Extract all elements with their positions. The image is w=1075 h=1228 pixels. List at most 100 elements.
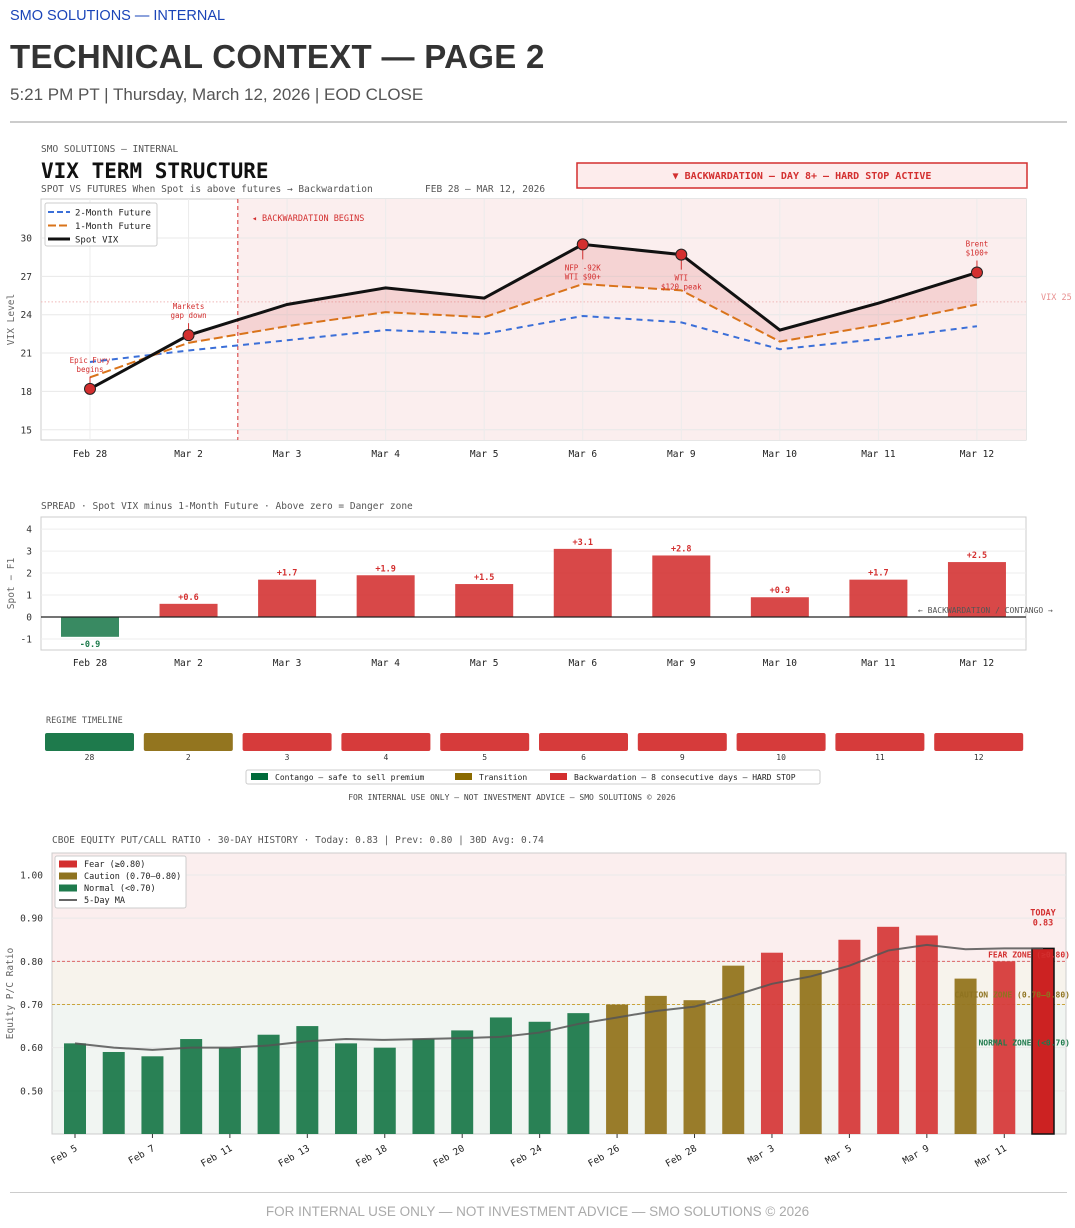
x-tick-label: Feb 28: [73, 658, 108, 669]
spread-bar: [455, 584, 514, 618]
regime-cell: [637, 733, 727, 751]
spread-bar: [553, 548, 612, 618]
y-tick-label: 27: [21, 272, 32, 283]
y-tick-label: -1: [21, 635, 33, 646]
alert-banner: [576, 162, 1028, 189]
y-tick-label: 0.60: [20, 1043, 43, 1054]
y-tick-label: 21: [21, 349, 33, 360]
bar-value-label: +2.8: [671, 544, 691, 554]
vix-date-range: FEB 28 — MAR 12, 2026: [425, 184, 545, 195]
annotation-text: Epic Fury: [70, 356, 111, 365]
pc-bar: [567, 1013, 590, 1134]
event-marker: [182, 329, 195, 342]
regime-cell: [440, 733, 530, 751]
zero-note: ← BACKWARDATION / CONTANGO →: [918, 606, 1053, 615]
regime-note: FOR INTERNAL USE ONLY — NOT INVESTMENT A…: [348, 793, 676, 802]
annotation-text: begins: [76, 365, 103, 374]
bar-value-label: +2.5: [967, 551, 987, 561]
y-tick-label: 24: [21, 310, 33, 321]
legend-swatch: [550, 773, 567, 780]
legend-swatch: [59, 860, 77, 868]
regime-title: REGIME TIMELINE: [46, 716, 123, 726]
bar-value-label: +0.9: [770, 586, 790, 596]
x-tick-label: Feb 11: [199, 1143, 234, 1170]
annotation-text: Markets: [173, 302, 205, 311]
x-tick-label: Mar 6: [568, 449, 597, 460]
x-tick-label: Mar 9: [667, 449, 696, 460]
y-tick-label: 0: [26, 613, 32, 624]
x-tick-label: Mar 11: [861, 658, 896, 669]
event-marker: [970, 266, 983, 279]
regime-legend-box: [245, 769, 821, 785]
regime-day-label: 9: [680, 753, 685, 762]
vix-25-label: VIX 25: [1041, 293, 1072, 303]
x-tick-label: Mar 5: [470, 449, 499, 460]
y-axis-label: Equity P/C Ratio: [5, 947, 16, 1039]
spread-bar: [61, 617, 119, 637]
y-tick-label: 4: [26, 525, 32, 536]
legend-label: Backwardation — 8 consecutive days — HAR…: [574, 773, 796, 782]
legend-label: 5-Day MA: [84, 896, 125, 906]
fear-zone: [52, 853, 1066, 962]
x-tick-label: Mar 5: [470, 658, 499, 669]
backwardation-shade: [237, 199, 1026, 440]
pc-bar: [528, 1021, 551, 1134]
annotation-text: gap down: [170, 311, 206, 320]
backwardation-label: ◂ BACKWARDATION BEGINS: [252, 214, 365, 224]
annotation-text: Brent: [966, 240, 989, 249]
regime-day-label: 2: [186, 753, 191, 762]
x-tick-label: Mar 6: [568, 658, 597, 669]
regime-day-label: 11: [875, 753, 885, 762]
legend-label: Normal (<0.70): [84, 884, 156, 894]
x-tick-label: Mar 9: [667, 658, 696, 669]
regime-day-label: 12: [974, 753, 984, 762]
spread-bar: [258, 579, 317, 618]
x-tick-label: Mar 10: [763, 658, 798, 669]
y-axis-label: Spot − F1: [6, 557, 17, 609]
x-tick-label: Feb 24: [509, 1143, 544, 1170]
annotation-text: $100+: [966, 249, 989, 258]
legend-label: 2-Month Future: [75, 209, 151, 219]
caution-zone: [52, 961, 1066, 1005]
legend-label: Caution (0.70–0.80): [84, 872, 181, 882]
x-tick-label: Feb 28: [73, 449, 108, 460]
pc-bar: [760, 952, 783, 1134]
page-title: TECHNICAL CONTEXT — PAGE 2: [10, 38, 545, 75]
x-tick-label: Mar 12: [960, 658, 994, 669]
event-marker: [576, 238, 589, 251]
today-value: 0.83: [1033, 918, 1053, 928]
legend-swatch: [59, 884, 77, 892]
bar-value-label: -0.9: [80, 640, 100, 650]
pc-bar: [799, 969, 822, 1134]
today-label: TODAY: [1030, 908, 1056, 918]
regime-cell: [539, 733, 628, 751]
y-tick-label: 0.80: [20, 957, 43, 968]
fear-zone-label: FEAR ZONE (≥0.80): [988, 950, 1070, 959]
x-tick-label: Feb 7: [127, 1143, 157, 1167]
legend-label: 1-Month Future: [75, 222, 151, 232]
regime-day-label: 3: [285, 753, 290, 762]
pc-bar: [64, 1043, 86, 1134]
x-tick-label: Feb 26: [586, 1143, 621, 1170]
legend-label: Fear (≥0.80): [84, 860, 145, 870]
spread-bar: [849, 579, 908, 618]
spread-bar: [652, 555, 711, 618]
regime-cell: [835, 733, 925, 751]
x-tick-label: Mar 10: [763, 449, 798, 460]
regime-day-label: 5: [482, 753, 487, 762]
legend-swatch: [59, 872, 77, 880]
pc-bar: [954, 978, 977, 1134]
alert-text: ▼ BACKWARDATION — DAY 8+ — HARD STOP ACT…: [673, 171, 932, 182]
page-subtitle: 5:21 PM PT | Thursday, March 12, 2026 | …: [10, 85, 424, 104]
event-marker: [675, 248, 688, 261]
annotation-text: WTI: [675, 274, 689, 283]
x-tick-label: Mar 4: [371, 658, 400, 669]
bar-value-label: +3.1: [573, 538, 593, 548]
series-spot-vix: [89, 242, 978, 391]
y-tick-label: 0.70: [20, 1000, 43, 1011]
bar-value-label: +1.7: [277, 569, 297, 579]
y-tick-label: 3: [26, 547, 32, 558]
legend-swatch: [455, 773, 472, 780]
annotation-text: WTI $90+: [565, 272, 602, 281]
